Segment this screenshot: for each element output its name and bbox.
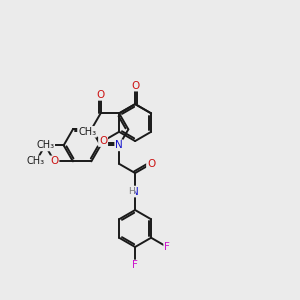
Text: O: O [99, 136, 107, 146]
Text: CH₃: CH₃ [27, 156, 45, 166]
Text: F: F [132, 260, 138, 271]
Text: O: O [147, 159, 155, 169]
Text: F: F [164, 242, 170, 252]
Text: N: N [115, 140, 123, 150]
Text: H: H [128, 187, 135, 196]
Text: O: O [131, 81, 139, 91]
Text: O: O [41, 140, 49, 150]
Text: N: N [131, 187, 139, 196]
Text: O: O [97, 90, 105, 100]
Text: O: O [50, 156, 59, 166]
Text: CH₃: CH₃ [36, 140, 54, 150]
Text: CH₃: CH₃ [78, 127, 96, 137]
